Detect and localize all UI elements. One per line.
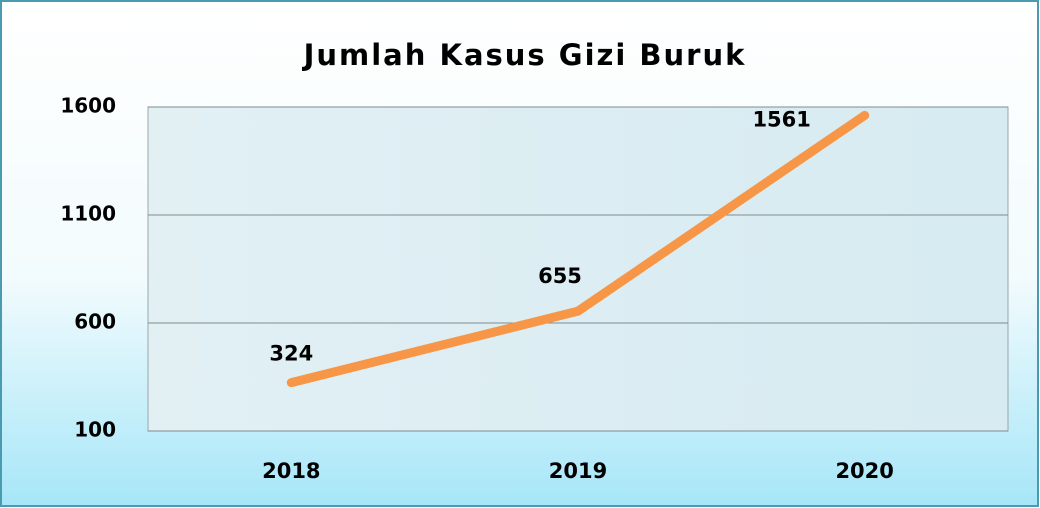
- data-label: 324: [269, 342, 313, 366]
- x-tick-label: 2018: [262, 459, 320, 483]
- y-tick-label: 600: [74, 310, 116, 334]
- chart-title: Jumlah Kasus Gizi Buruk: [302, 38, 747, 72]
- plot-area: [147, 106, 1009, 432]
- x-tick-label: 2019: [549, 459, 607, 483]
- line: [286, 110, 870, 388]
- y-tick-label: 100: [74, 418, 116, 442]
- data-label: 655: [538, 264, 582, 288]
- x-tick-label: 2020: [835, 459, 893, 483]
- y-tick-label: 1600: [60, 94, 116, 118]
- data-label: 1561: [752, 107, 810, 131]
- y-tick-label: 1100: [60, 202, 116, 226]
